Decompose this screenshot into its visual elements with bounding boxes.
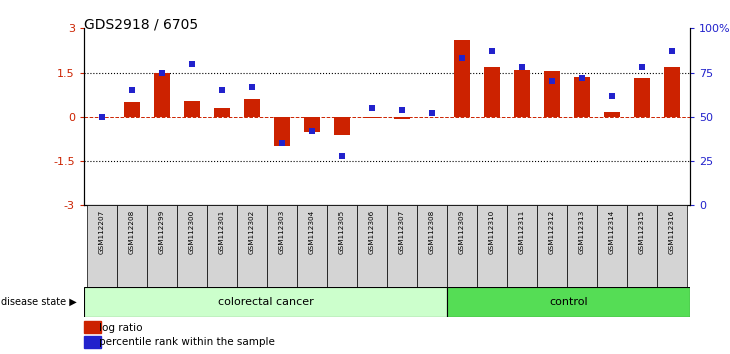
Point	[156, 70, 168, 75]
Bar	[574, 77, 590, 117]
Bar	[274, 117, 290, 146]
Text: GSM112304: GSM112304	[309, 209, 315, 253]
Point	[426, 110, 438, 116]
Bar	[627, 205, 657, 287]
Bar	[484, 67, 500, 117]
Text: GSM112316: GSM112316	[669, 209, 675, 253]
Point	[216, 87, 228, 93]
Text: GSM112314: GSM112314	[609, 209, 615, 253]
Bar	[597, 205, 627, 287]
Bar	[184, 101, 200, 117]
Point	[306, 128, 318, 134]
Text: GSM112300: GSM112300	[189, 209, 195, 253]
Point	[366, 105, 377, 111]
Bar	[357, 205, 387, 287]
Bar	[84, 287, 447, 317]
Text: log ratio: log ratio	[99, 322, 142, 332]
Point	[516, 64, 528, 70]
Text: GSM112303: GSM112303	[279, 209, 285, 253]
Bar	[207, 205, 237, 287]
Bar	[327, 205, 357, 287]
Bar	[447, 287, 690, 317]
Bar	[267, 205, 297, 287]
Bar	[177, 205, 207, 287]
Bar	[297, 205, 327, 287]
Text: disease state ▶: disease state ▶	[1, 297, 77, 307]
Bar	[604, 112, 620, 117]
Text: control: control	[550, 297, 588, 307]
Point	[336, 153, 347, 159]
Bar	[657, 205, 687, 287]
Bar	[634, 79, 650, 117]
Point	[456, 56, 468, 61]
Bar	[544, 71, 560, 117]
Text: GSM112299: GSM112299	[159, 209, 165, 253]
Text: GSM112301: GSM112301	[219, 209, 225, 253]
Text: colorectal cancer: colorectal cancer	[218, 297, 314, 307]
Text: GSM112313: GSM112313	[579, 209, 585, 253]
Bar	[214, 108, 230, 117]
Point	[576, 75, 588, 81]
Point	[396, 107, 408, 113]
Bar	[147, 205, 177, 287]
Bar	[537, 205, 567, 287]
Text: GSM112207: GSM112207	[99, 209, 105, 253]
Bar	[87, 205, 117, 287]
Text: GSM112310: GSM112310	[489, 209, 495, 253]
Bar	[84, 336, 101, 348]
Text: GSM112315: GSM112315	[639, 209, 645, 253]
Point	[636, 64, 648, 70]
Point	[666, 48, 677, 54]
Bar	[477, 205, 507, 287]
Bar	[84, 321, 101, 333]
Bar	[123, 102, 140, 117]
Bar	[364, 117, 380, 118]
Bar	[237, 205, 267, 287]
Bar	[514, 70, 530, 117]
Point	[546, 79, 558, 84]
Text: GSM112307: GSM112307	[399, 209, 405, 253]
Text: GSM112208: GSM112208	[129, 209, 135, 253]
Bar	[334, 117, 350, 135]
Text: GSM112311: GSM112311	[519, 209, 525, 253]
Bar	[117, 205, 147, 287]
Text: GDS2918 / 6705: GDS2918 / 6705	[84, 18, 198, 32]
Text: GSM112308: GSM112308	[429, 209, 435, 253]
Point	[96, 114, 108, 120]
Point	[276, 141, 288, 146]
Bar	[567, 205, 597, 287]
Point	[486, 48, 498, 54]
Bar	[304, 117, 320, 132]
Point	[126, 87, 138, 93]
Text: GSM112306: GSM112306	[369, 209, 375, 253]
Point	[246, 84, 258, 90]
Bar	[417, 205, 447, 287]
Text: GSM112312: GSM112312	[549, 209, 555, 253]
Bar	[393, 117, 410, 119]
Bar	[244, 99, 260, 117]
Text: GSM112309: GSM112309	[459, 209, 465, 253]
Bar	[453, 40, 470, 117]
Text: percentile rank within the sample: percentile rank within the sample	[99, 337, 275, 348]
Bar	[507, 205, 537, 287]
Text: GSM112302: GSM112302	[249, 209, 255, 253]
Point	[186, 61, 198, 67]
Bar	[447, 205, 477, 287]
Point	[606, 93, 618, 98]
Bar	[664, 67, 680, 117]
Bar	[154, 73, 170, 117]
Text: GSM112305: GSM112305	[339, 209, 345, 253]
Bar	[387, 205, 417, 287]
